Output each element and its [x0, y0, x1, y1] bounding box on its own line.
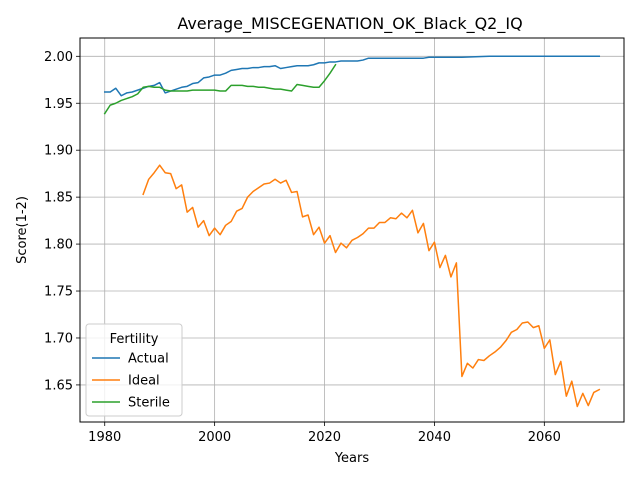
y-tick-label: 1.95 — [44, 97, 73, 112]
x-tick-label: 2060 — [528, 430, 561, 445]
series-line-actual — [103, 55, 601, 97]
series-layer — [103, 55, 601, 408]
x-tick-label: 2000 — [198, 430, 231, 445]
y-tick-label: 2.00 — [44, 50, 73, 65]
legend-title: Fertility — [110, 332, 159, 347]
y-tick-label: 1.80 — [44, 238, 73, 253]
legend-label-sterile: Sterile — [128, 396, 170, 411]
plot-frame — [79, 37, 625, 423]
x-tick-label: 2020 — [308, 430, 341, 445]
y-tick-label: 1.70 — [44, 331, 73, 346]
legend-items: Actual Ideal Sterile — [92, 352, 170, 411]
y-axis-label: Score(1-2) — [15, 196, 30, 264]
x-axis-ticks: 1980 2000 2020 2040 2060 — [88, 422, 561, 445]
series-line-ideal — [142, 164, 601, 408]
y-tick-label: 1.65 — [44, 378, 73, 393]
y-tick-label: 1.85 — [44, 191, 73, 206]
legend-label-actual: Actual — [128, 352, 169, 367]
legend-label-ideal: Ideal — [128, 374, 160, 389]
x-tick-label: 1980 — [88, 430, 121, 445]
y-tick-label: 1.75 — [44, 285, 73, 300]
x-axis-label: Years — [334, 451, 370, 466]
y-axis-ticks: 1.65 1.70 1.75 1.80 1.85 1.90 1.95 2.00 — [44, 50, 80, 393]
series-line-sterile — [103, 63, 337, 115]
legend-box — [85, 323, 183, 417]
x-tick-label: 2040 — [418, 430, 451, 445]
chart-title: Average_MISCEGENATION_OK_Black_Q2_IQ — [177, 14, 522, 34]
y-tick-label: 1.90 — [44, 144, 73, 159]
legend: Fertility Actual Ideal Sterile — [85, 323, 183, 417]
